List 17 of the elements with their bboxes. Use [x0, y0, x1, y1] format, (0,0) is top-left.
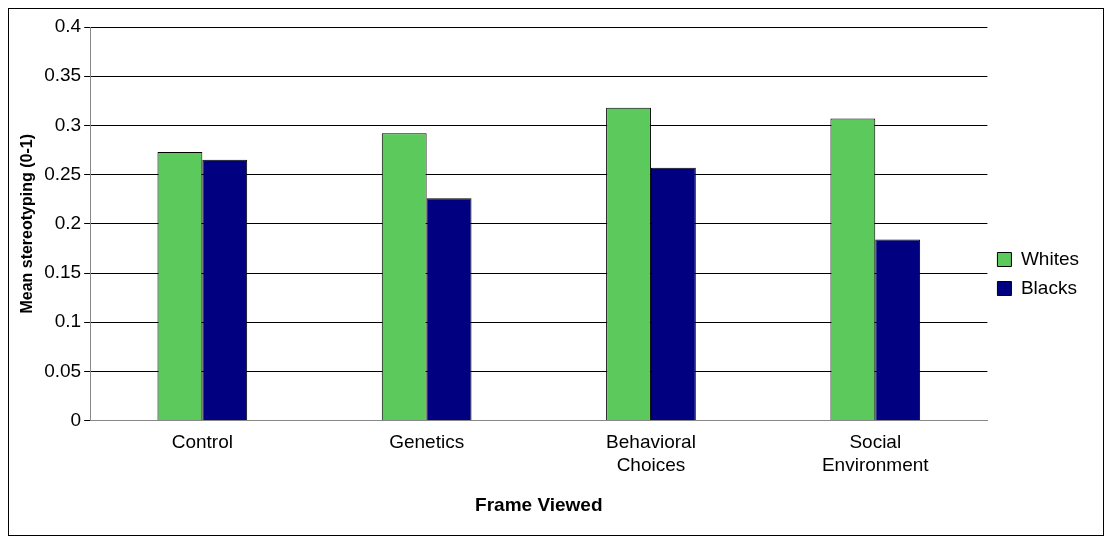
y-tick-label: 0.05 [44, 359, 82, 381]
legend-label: Blacks [1020, 276, 1077, 298]
y-tick-label: 0 [70, 408, 82, 430]
y-tick-label: 0.3 [54, 113, 82, 135]
y-tick-label: 0.15 [44, 261, 82, 283]
y-tick-label: 0.4 [54, 15, 82, 37]
x-tick-label: Genetics [389, 431, 465, 453]
y-tick-label: 0.35 [44, 64, 82, 86]
y-axis-title: Mean stereotyping (0-1) [18, 134, 36, 314]
x-tick-label: Behavioral Choices [606, 431, 696, 476]
x-axis-title: Frame Viewed [475, 493, 603, 515]
x-tick-label: Control [171, 431, 233, 453]
y-tick-label: 0.1 [54, 310, 82, 332]
y-tick-label: 0.2 [54, 212, 82, 234]
legend-label: Whites [1020, 247, 1080, 269]
y-tick-label: 0.25 [44, 162, 82, 184]
x-tick-label: Social Environment [821, 431, 930, 476]
